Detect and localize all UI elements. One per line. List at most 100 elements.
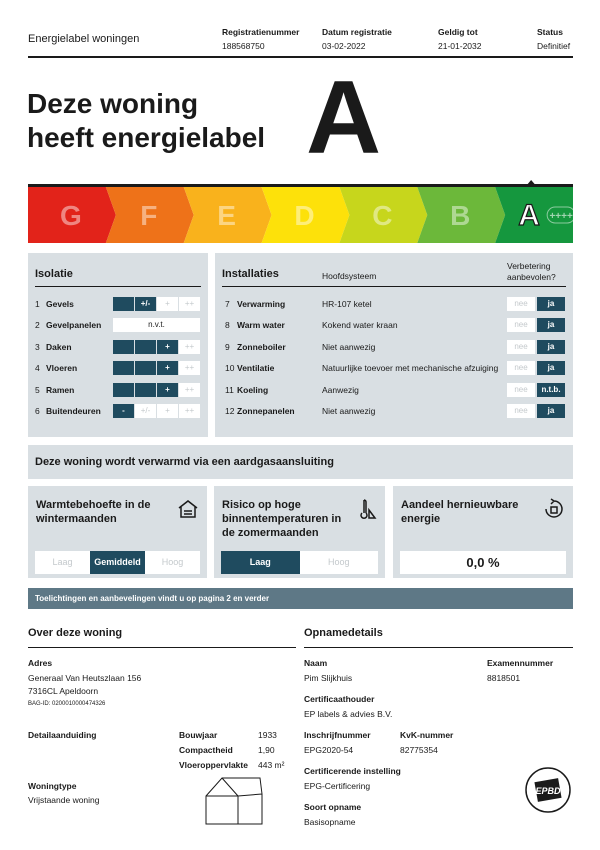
notice-bar <box>28 588 573 609</box>
doc-title: Energielabel woningen <box>28 33 140 45</box>
address-line: 7316CL Apeldoorn <box>28 686 99 696</box>
rating-cell <box>113 383 134 397</box>
row-name: Verwarming <box>237 299 286 309</box>
rating-cell: ++ <box>179 361 200 375</box>
rule <box>35 286 201 287</box>
scale-letter: G <box>60 200 82 231</box>
field-label: Geldig tot <box>438 27 478 37</box>
field-label: Inschrijfnummer <box>304 730 371 740</box>
scale-step <box>28 187 116 243</box>
field-label: Registratienummer <box>222 27 300 37</box>
row-number: 2 <box>35 320 40 330</box>
row-name: Buitendeuren <box>46 406 101 416</box>
scale-pointer <box>525 180 538 187</box>
scale-letter: F <box>140 200 157 231</box>
row-number: 10 <box>225 363 235 373</box>
plus-pill <box>546 206 576 224</box>
row-number: 4 <box>35 363 40 373</box>
section-title: Isolatie <box>35 268 73 280</box>
scale-step <box>261 187 350 243</box>
scale-step <box>183 187 272 243</box>
rating-cell: + <box>157 361 178 375</box>
spec-value: 1,90 <box>258 745 275 755</box>
card-title: Risico op hoge binnentemperaturen in de … <box>222 499 342 539</box>
scale-letter: B <box>450 200 470 231</box>
row-system: Aanwezig <box>322 385 359 395</box>
rating-cell: +/- <box>135 297 156 311</box>
advice-cell: nee <box>507 361 535 375</box>
row-number: 8 <box>225 320 230 330</box>
row-system: Natuurlijke toevoer met mechanische afzu… <box>322 363 499 373</box>
field-label: Woningtype <box>28 781 77 791</box>
bag-id: BAG-ID: 0200010000474326 <box>28 701 106 707</box>
option-cell: Hoog <box>299 551 378 574</box>
field-value: Pim Slijkhuis <box>304 673 353 683</box>
row-number: 9 <box>225 342 230 352</box>
advice-cell: ja <box>537 318 565 332</box>
headline-label: A <box>306 60 382 176</box>
scale-step <box>417 187 506 243</box>
field-label: Soort opname <box>304 802 362 812</box>
rating-cell: ++ <box>179 340 200 354</box>
card-value: 0,0 % <box>466 555 500 570</box>
row-system: HR-107 ketel <box>322 299 372 309</box>
field-value: Basisopname <box>304 817 356 827</box>
row-number: 12 <box>225 406 235 416</box>
advice-cell: nee <box>507 297 535 311</box>
option-cell: Hoog <box>145 551 200 574</box>
rule <box>28 647 296 648</box>
spec-value: 443 m² <box>258 760 285 770</box>
rating-cell <box>113 361 134 375</box>
plus-text: ++++ <box>549 211 573 222</box>
rule <box>304 647 573 648</box>
spec-label: Bouwjaar <box>179 730 218 740</box>
row-number: 6 <box>35 406 40 416</box>
rating-cell: n.v.t. <box>113 318 200 332</box>
row-name: Gevelpanelen <box>46 320 102 330</box>
rating-cell: + <box>157 383 178 397</box>
scale-step <box>495 187 573 243</box>
rating-cell: + <box>157 404 178 418</box>
row-number: 5 <box>35 385 40 395</box>
field-label: Certificerende instelling <box>304 766 401 776</box>
row-name: Ramen <box>46 385 75 395</box>
section-title: Installaties <box>222 268 279 280</box>
advice-cell: n.t.b. <box>537 383 565 397</box>
field-label: Certificaathouder <box>304 694 375 704</box>
field-value: EPG-Certificering <box>304 781 371 791</box>
rating-cell <box>135 340 156 354</box>
headline-line: Deze woning <box>27 88 199 119</box>
rating-cell: +/- <box>135 404 156 418</box>
row-name: Warm water <box>237 320 285 330</box>
card-title: Aandeel hernieuwbare energie <box>401 499 519 525</box>
icon-path <box>178 500 198 518</box>
field-value: 03-02-2022 <box>322 41 366 51</box>
column-header: Verbetering aanbevolen? <box>507 261 556 282</box>
rating-cell: ++ <box>179 297 200 311</box>
field-value: 188568750 <box>222 41 265 51</box>
field-label: Examennummer <box>487 658 554 668</box>
scale-letter: C <box>372 200 392 231</box>
scale-rule <box>28 184 573 187</box>
scale-step <box>105 187 194 243</box>
row-number: 11 <box>225 385 234 395</box>
section-title: Over deze woning <box>28 627 123 639</box>
spec-label: Vloeroppervlakte <box>179 760 248 770</box>
house-drawing <box>205 777 263 825</box>
card-icon <box>178 500 198 518</box>
icon-path <box>360 499 377 519</box>
label-scale: G F E D C B A ++++ <box>28 180 576 243</box>
row-name: Ventilatie <box>237 363 275 373</box>
rating-cell: + <box>157 340 178 354</box>
rating-cell: + <box>157 297 178 311</box>
logo-text: EPBD <box>535 786 561 796</box>
notice-text: Toelichtingen en aanbevelingen vindt u o… <box>35 594 270 603</box>
scale-letter: A <box>518 199 540 232</box>
advice-cell: ja <box>537 361 565 375</box>
option-cell: Laag <box>35 551 90 574</box>
field-label: KvK-nummer <box>400 730 454 740</box>
column-header: Hoofdsysteem <box>322 271 377 281</box>
heating-text: Deze woning wordt verwarmd via een aardg… <box>35 456 334 468</box>
field-value: 21-01-2032 <box>438 41 482 51</box>
logo: EPBD <box>525 767 571 813</box>
